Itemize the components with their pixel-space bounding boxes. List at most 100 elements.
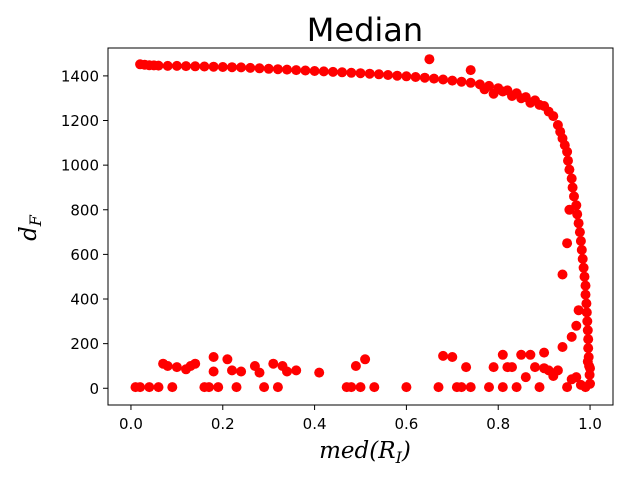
data-point [410,72,421,82]
data-point [583,343,594,354]
data-point [576,244,587,255]
data-point [314,367,325,378]
data-point [236,366,247,377]
data-point [566,331,577,342]
data-point [162,60,173,71]
data-point [309,66,320,76]
data-point [328,66,338,77]
data-point [579,271,590,282]
x-tick-label: 0.2 [211,415,235,433]
y-tick-label: 200 [70,335,99,353]
data-point [578,262,589,273]
data-point [507,362,517,373]
data-point [484,382,494,393]
data-point [574,227,585,238]
data-point [181,61,191,72]
data-point [562,238,573,249]
data-point [497,382,508,393]
data-point [530,362,540,373]
data-point [484,80,494,91]
data-point [282,366,292,377]
data-point [263,63,274,74]
data-point [268,358,279,369]
data-point [204,382,214,393]
data-point [369,382,380,393]
data-point [525,349,536,360]
data-point [272,64,283,75]
data-point [291,65,302,76]
data-point [227,62,237,73]
data-point [585,363,595,374]
data-point [217,62,228,72]
data-point [190,358,201,369]
data-point [456,382,467,393]
data-point [167,382,178,393]
data-point [245,62,256,73]
data-point [447,75,458,86]
data-point [516,349,527,360]
data-point [580,382,591,393]
data-point [419,72,430,83]
x-tick-label: 1.0 [578,415,602,433]
y-tick-label: 1000 [61,157,99,175]
x-label-base: med(R [319,438,395,464]
data-point [144,382,155,393]
points-layer [130,54,595,393]
data-point [373,69,384,80]
data-point [497,349,508,360]
data-point [231,382,242,393]
data-point [552,365,563,376]
data-point [236,62,247,73]
y-tick-label: 1400 [61,67,99,85]
y-label-subscript: F [26,214,45,227]
data-point [438,74,449,85]
y-label-base: d [16,226,42,241]
data-point [580,289,591,300]
data-point [355,382,366,393]
data-point [577,253,588,264]
data-point [569,191,579,202]
data-point [571,372,582,383]
data-point [401,382,412,393]
y-tick-label: 400 [70,291,99,309]
x-axis: 0.0 0.2 0.4 0.6 0.8 1.0 [119,405,602,433]
data-point [355,68,366,79]
y-tick-label: 1200 [61,112,99,130]
data-point [272,382,283,393]
data-point [461,362,472,373]
data-point [557,269,568,280]
x-tick-label: 0.8 [486,415,510,433]
data-point [534,382,545,393]
data-point [447,352,458,362]
data-point [438,350,449,361]
data-point [581,307,592,318]
data-point [213,382,224,393]
data-point [199,61,210,72]
y-axis-label: dF [16,214,45,241]
data-point [259,382,270,393]
data-point [337,67,348,78]
data-point [456,76,467,87]
data-point [511,382,522,393]
data-point [566,173,577,184]
data-point [571,320,582,331]
data-point [254,367,265,378]
y-tick-label: 600 [70,246,99,264]
data-point [153,60,164,71]
data-point [433,382,444,393]
data-point [563,155,573,166]
data-point [171,362,182,373]
data-point [318,66,329,77]
data-point [190,61,201,72]
data-point [383,70,393,80]
x-tick-label: 0.0 [119,415,143,433]
data-point [360,354,371,365]
data-point [254,63,265,74]
data-point [153,382,164,393]
data-point [222,354,233,365]
data-point [300,65,311,76]
data-point [564,204,575,215]
data-point [208,352,219,362]
y-tick-label: 0 [89,380,99,398]
